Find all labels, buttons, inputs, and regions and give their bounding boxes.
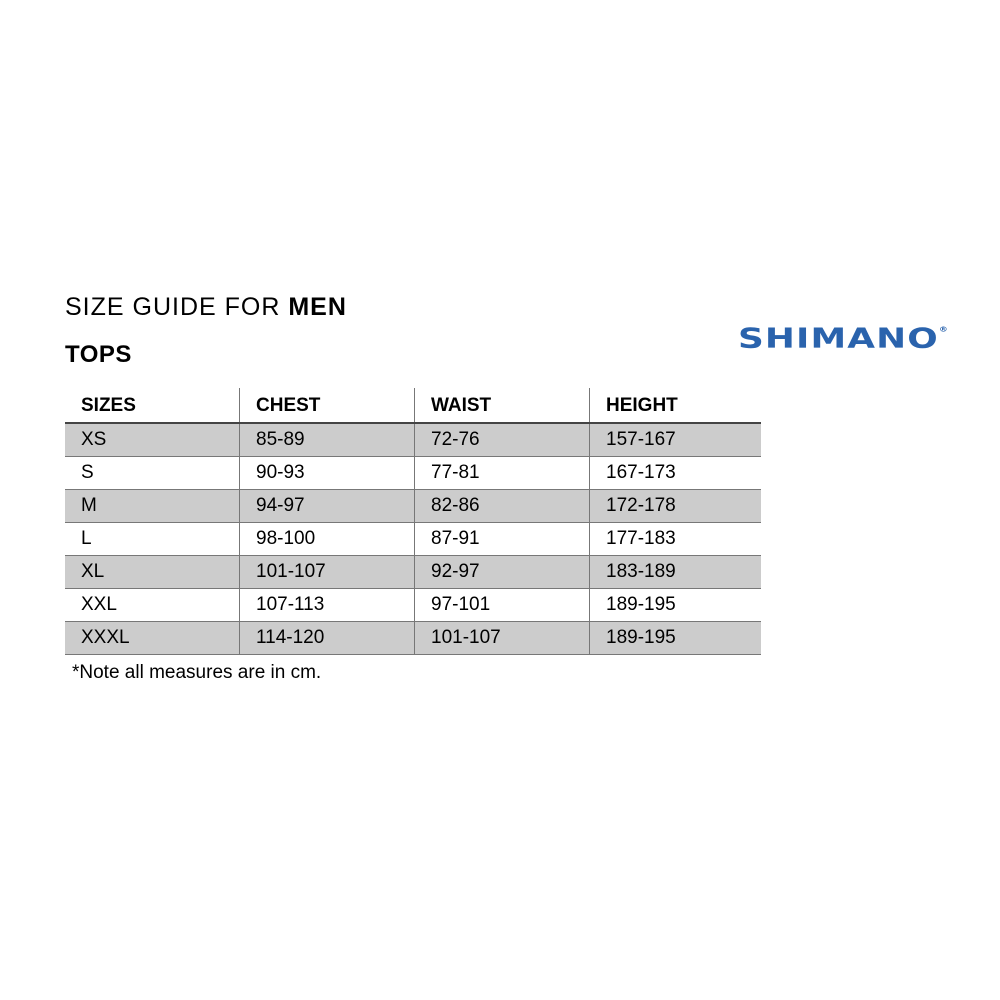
table-cell: 98-100 — [239, 522, 415, 556]
table-row: M 94-97 82-86 172-178 — [65, 489, 761, 523]
table-header-row: SIZES CHEST WAIST HEIGHT — [65, 388, 761, 424]
table-cell: 183-189 — [589, 555, 761, 589]
column-header: WAIST — [414, 388, 590, 424]
registered-mark: ® — [938, 325, 949, 334]
table-cell: XS — [65, 423, 240, 457]
column-header: CHEST — [239, 388, 415, 424]
title-prefix: SIZE GUIDE FOR — [65, 293, 289, 321]
table-cell: 101-107 — [239, 555, 415, 589]
table-cell: 101-107 — [414, 621, 590, 655]
logo-text: SHIMANO — [738, 322, 939, 355]
table-cell: XL — [65, 555, 240, 589]
table-cell: M — [65, 489, 240, 523]
table-cell: 167-173 — [589, 456, 761, 490]
table-cell: 82-86 — [414, 489, 590, 523]
column-header: SIZES — [65, 388, 240, 424]
table-row: XXXL 114-120 101-107 189-195 — [65, 621, 761, 655]
table-cell: 107-113 — [239, 588, 415, 622]
table-cell: 94-97 — [239, 489, 415, 523]
table-cell: 97-101 — [414, 588, 590, 622]
shimano-logo: SHIMANO® — [738, 322, 949, 354]
table-cell: 92-97 — [414, 555, 590, 589]
table-row: L 98-100 87-91 177-183 — [65, 522, 761, 556]
table-row: XL 101-107 92-97 183-189 — [65, 555, 761, 589]
table-cell: 77-81 — [414, 456, 590, 490]
table-cell: L — [65, 522, 240, 556]
table-cell: XXL — [65, 588, 240, 622]
table-cell: S — [65, 456, 240, 490]
table-cell: XXXL — [65, 621, 240, 655]
table-cell: 189-195 — [589, 588, 761, 622]
table-cell: 114-120 — [239, 621, 415, 655]
table-cell: 157-167 — [589, 423, 761, 457]
table-row: XXL 107-113 97-101 189-195 — [65, 588, 761, 622]
table-cell: 85-89 — [239, 423, 415, 457]
table-cell: 177-183 — [589, 522, 761, 556]
size-table: SIZES CHEST WAIST HEIGHT XS 85-89 72-76 157-16… — [65, 388, 761, 655]
table-cell: 90-93 — [239, 456, 415, 490]
page-title: SIZE GUIDE FOR MEN — [65, 293, 347, 322]
table-cell: 172-178 — [589, 489, 761, 523]
table-cell: 87-91 — [414, 522, 590, 556]
title-emphasis: MEN — [288, 293, 347, 321]
table-cell: 72-76 — [414, 423, 590, 457]
table-row: S 90-93 77-81 167-173 — [65, 456, 761, 490]
section-title: TOPS — [65, 341, 132, 368]
table-cell: 189-195 — [589, 621, 761, 655]
column-header: HEIGHT — [589, 388, 761, 424]
measurement-note: *Note all measures are in cm. — [72, 662, 322, 683]
table-row: XS 85-89 72-76 157-167 — [65, 423, 761, 457]
